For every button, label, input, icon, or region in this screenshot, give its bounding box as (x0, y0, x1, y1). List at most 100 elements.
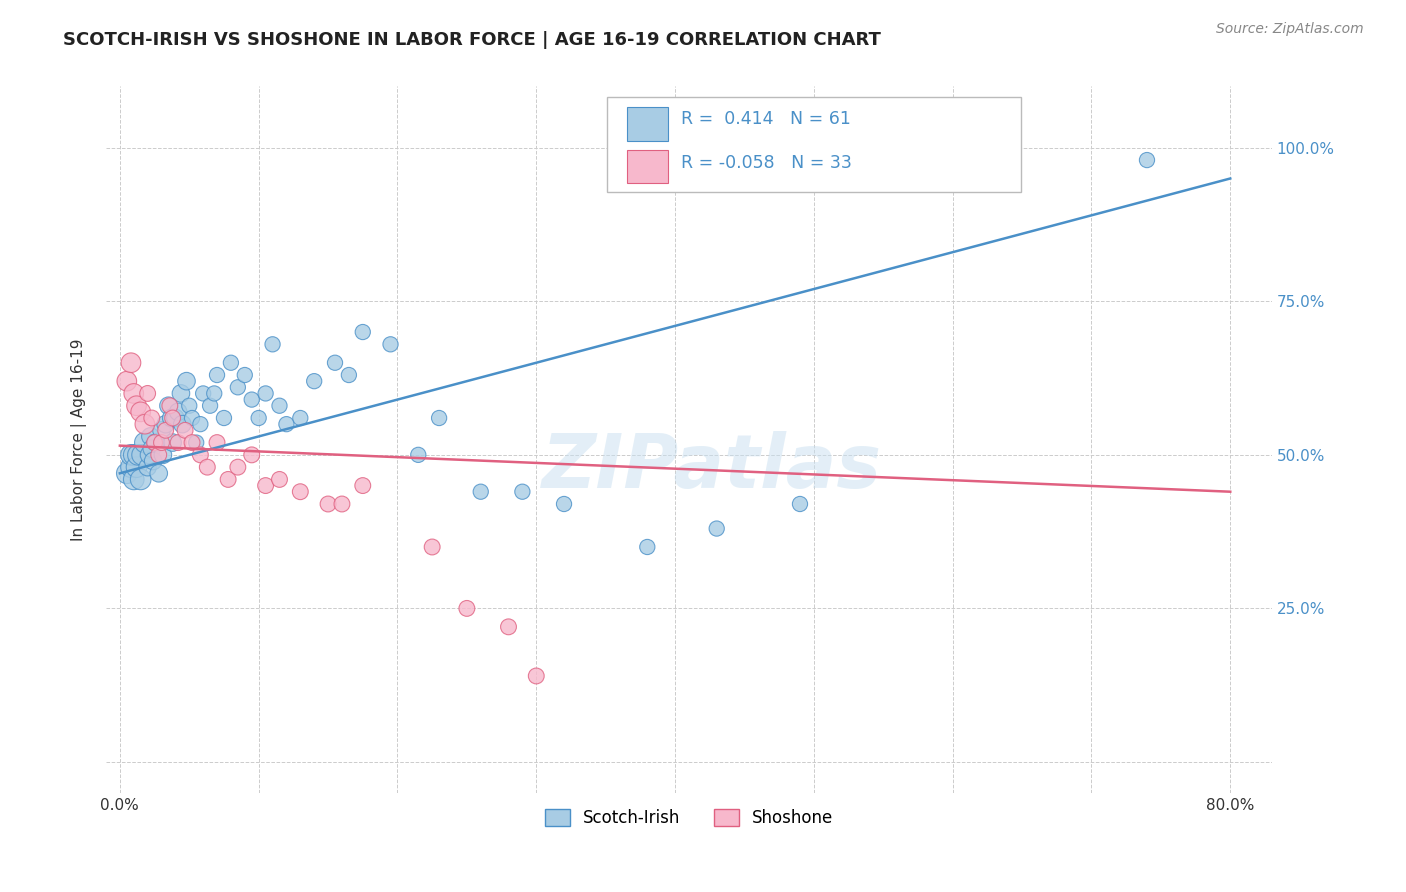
Point (190, 448, 212, 462)
Point (456, 601, 478, 615)
Point (512, 484, 534, 499)
Point (134, 435, 156, 450)
Point (181, 435, 204, 450)
Point (155, 423, 177, 437)
Point (141, 411, 163, 425)
Legend: Scotch-Irish, Shoshone: Scotch-Irish, Shoshone (538, 802, 839, 834)
Point (167, 405, 190, 419)
Point (316, 497, 339, 511)
Point (176, 374, 198, 388)
Point (254, 386, 277, 401)
Point (115, 374, 138, 388)
Point (190, 417, 212, 432)
Point (127, 448, 149, 462)
Point (247, 411, 270, 425)
Point (134, 417, 156, 432)
Point (129, 472, 152, 486)
Point (427, 411, 450, 425)
Point (145, 435, 167, 450)
Point (233, 368, 256, 382)
Point (167, 435, 190, 450)
Point (240, 392, 263, 407)
Point (240, 448, 263, 462)
Point (141, 442, 163, 456)
Point (165, 411, 187, 425)
Point (420, 540, 443, 554)
Point (226, 380, 249, 394)
Point (226, 460, 249, 475)
Point (120, 448, 142, 462)
Point (142, 454, 165, 468)
Point (524, 669, 547, 683)
Point (269, 399, 291, 413)
Point (181, 411, 204, 425)
Point (143, 435, 166, 450)
Point (139, 429, 162, 443)
Point (136, 386, 159, 401)
Point (150, 435, 173, 450)
Point (122, 472, 145, 486)
Point (120, 460, 142, 475)
Point (148, 448, 170, 462)
Point (205, 368, 228, 382)
Point (174, 423, 197, 437)
Point (122, 448, 145, 462)
Point (337, 368, 360, 382)
Point (155, 417, 177, 432)
Text: R = -0.058   N = 33: R = -0.058 N = 33 (681, 153, 852, 172)
Point (148, 467, 170, 481)
Point (125, 460, 148, 475)
FancyBboxPatch shape (607, 97, 1021, 193)
Point (160, 411, 183, 425)
Point (290, 411, 312, 425)
Point (302, 374, 325, 388)
Point (1136, 153, 1159, 167)
FancyBboxPatch shape (627, 150, 668, 184)
Point (157, 399, 180, 413)
Point (162, 435, 184, 450)
Point (129, 405, 152, 419)
Point (217, 472, 239, 486)
Point (269, 472, 291, 486)
Point (122, 386, 145, 401)
Point (262, 337, 284, 351)
Point (120, 356, 142, 370)
Point (276, 417, 298, 432)
Point (352, 325, 374, 339)
Point (553, 497, 575, 511)
Point (179, 399, 201, 413)
Y-axis label: In Labor Force | Age 16-19: In Labor Force | Age 16-19 (72, 338, 87, 541)
Point (115, 467, 138, 481)
Point (352, 478, 374, 492)
Point (195, 460, 218, 475)
Text: SCOTCH-IRISH VS SHOSHONE IN LABOR FORCE | AGE 16-19 CORRELATION CHART: SCOTCH-IRISH VS SHOSHONE IN LABOR FORCE … (63, 31, 882, 49)
Point (408, 448, 430, 462)
Point (202, 386, 225, 401)
FancyBboxPatch shape (627, 107, 668, 141)
Point (150, 423, 173, 437)
Point (138, 448, 160, 462)
Point (380, 337, 402, 351)
Text: ZIPatlas: ZIPatlas (543, 431, 882, 504)
Text: R =  0.414   N = 61: R = 0.414 N = 61 (681, 111, 851, 128)
Point (219, 356, 242, 370)
Point (198, 399, 221, 413)
Point (498, 620, 520, 634)
Point (159, 399, 181, 413)
Point (323, 356, 346, 370)
Point (636, 540, 658, 554)
Point (186, 435, 208, 450)
Point (172, 417, 194, 432)
Point (330, 497, 353, 511)
Point (789, 497, 811, 511)
Point (136, 460, 159, 475)
Point (470, 484, 492, 499)
Point (254, 478, 277, 492)
Point (205, 435, 228, 450)
Point (125, 399, 148, 413)
Point (170, 386, 193, 401)
Point (212, 411, 235, 425)
Point (290, 484, 312, 499)
Point (152, 448, 174, 462)
Point (162, 411, 184, 425)
